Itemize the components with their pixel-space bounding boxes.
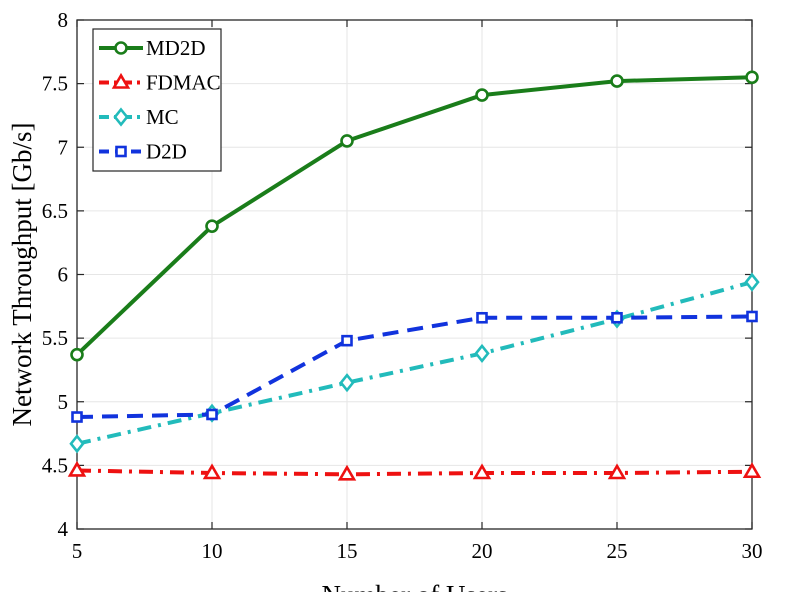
legend: MD2D FDMAC MC D2D [92, 28, 222, 172]
data-point [341, 334, 353, 347]
y-tick-label: 4.5 [42, 453, 68, 477]
series-line [76, 314, 753, 420]
series-mc [69, 272, 760, 454]
x-tick-label: 20 [472, 539, 493, 563]
series-line [75, 75, 753, 357]
data-point [742, 462, 762, 479]
data-point [340, 134, 354, 148]
series-group [67, 70, 762, 481]
data-point [337, 464, 357, 481]
data-point [205, 219, 219, 233]
x-tick-label: 10 [202, 539, 223, 563]
data-point [475, 88, 489, 102]
y-tick-label: 4 [58, 517, 69, 541]
legend-item-fdmac: FDMAC [99, 71, 221, 95]
y-tick-label: 7 [58, 135, 69, 159]
y-axis-title: Network Throughput [Gb/s] [7, 123, 37, 427]
series-d2d [71, 310, 758, 423]
y-tick-label: 6.5 [42, 199, 68, 223]
data-point [607, 463, 627, 480]
data-point [746, 310, 758, 323]
legend-item-md2d: MD2D [99, 36, 206, 60]
legend-box [92, 28, 222, 172]
series-fdmac [67, 460, 762, 481]
legend-label: FDMAC [146, 71, 221, 95]
legend-label: MD2D [146, 36, 206, 60]
axis-ticks: 5 10 15 20 25 30 4 4.5 5 5.5 6 6.5 7 7.5 8 [42, 8, 763, 563]
series-md2d [70, 70, 759, 362]
data-point [202, 463, 222, 480]
y-tick-label: 7.5 [42, 72, 68, 96]
data-point [67, 460, 87, 477]
legend-item-d2d: D2D [99, 140, 187, 164]
x-tick-label: 25 [607, 539, 628, 563]
legend-label: MC [146, 105, 179, 129]
data-point [70, 347, 84, 362]
data-point [474, 343, 490, 363]
y-tick-label: 8 [58, 8, 69, 32]
data-point [69, 434, 85, 454]
y-tick-label: 5.5 [42, 326, 68, 350]
data-point [744, 272, 760, 292]
data-point [611, 311, 623, 324]
data-point [610, 74, 624, 88]
series-line [76, 468, 753, 477]
x-tick-label: 15 [337, 539, 358, 563]
data-point [339, 373, 355, 393]
legend-marker [111, 72, 131, 89]
x-tick-label: 30 [742, 539, 763, 563]
x-tick-label: 5 [72, 539, 83, 563]
legend-item-mc: MC [99, 105, 179, 129]
y-tick-label: 5 [58, 390, 69, 414]
legend-label: D2D [146, 140, 187, 164]
y-tick-label: 6 [58, 263, 69, 287]
legend-marker [115, 145, 127, 158]
data-point [206, 408, 218, 421]
data-point [71, 411, 83, 423]
data-point [745, 70, 759, 85]
series-line [76, 280, 753, 446]
data-point [472, 463, 492, 480]
legend-marker [114, 41, 128, 55]
x-axis-title: Number of Users [322, 580, 508, 592]
data-point [476, 311, 488, 324]
legend-marker [113, 107, 129, 127]
